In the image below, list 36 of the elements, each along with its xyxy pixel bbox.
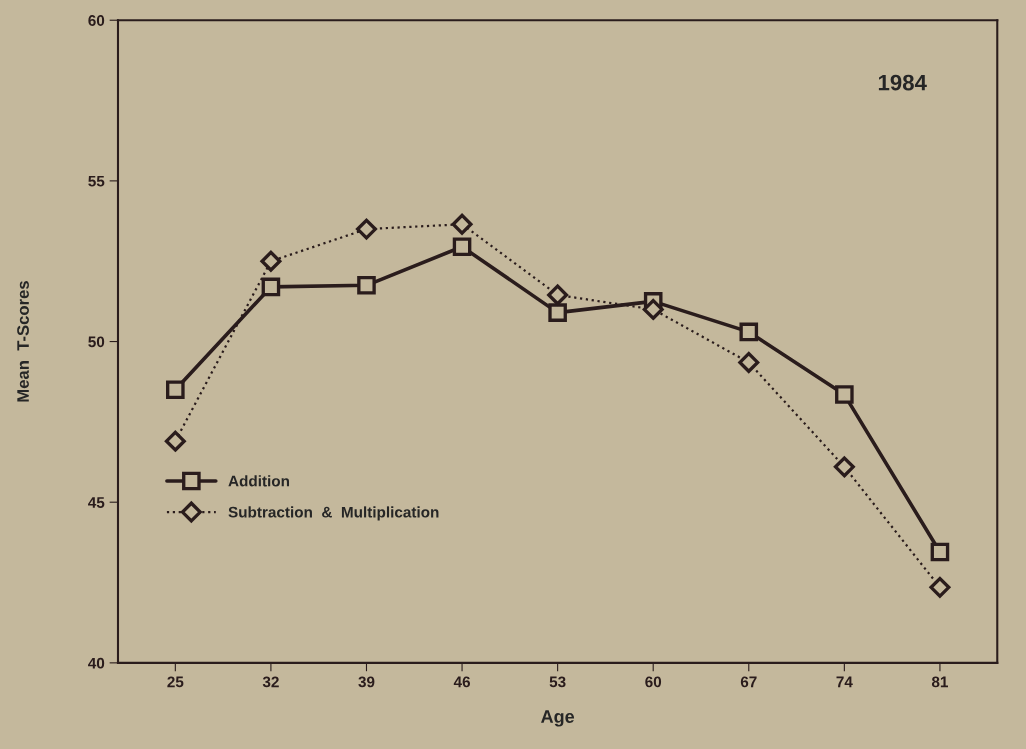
x-tick-label: 53 xyxy=(549,676,566,688)
point xyxy=(738,351,760,373)
y-tick-label: 60 xyxy=(88,15,105,26)
x-axis-title: Age xyxy=(541,710,575,727)
x-tick-label: 81 xyxy=(931,676,948,688)
point xyxy=(930,542,950,562)
point xyxy=(642,298,664,320)
x-tick-label: 46 xyxy=(453,676,470,688)
y-axis-title: Mean T-Scores xyxy=(17,281,29,402)
point xyxy=(164,430,186,452)
legend-label: Subtraction & Multiplication xyxy=(228,506,439,521)
point xyxy=(357,276,376,295)
x-tick-label: 32 xyxy=(262,676,279,688)
y-tick-label: 55 xyxy=(88,175,105,187)
x-tick-label: 39 xyxy=(358,676,375,688)
y-tick-label: 45 xyxy=(88,497,105,508)
point xyxy=(355,218,377,240)
point xyxy=(548,303,567,322)
point xyxy=(260,250,282,272)
point xyxy=(929,576,951,598)
y-tick-label: 40 xyxy=(88,657,105,669)
point xyxy=(451,213,473,235)
x-tick-label: 60 xyxy=(645,676,662,688)
point xyxy=(739,322,759,342)
legend-label: Addition xyxy=(228,475,290,487)
annotation: 1984 xyxy=(878,74,927,91)
x-tick-label: 67 xyxy=(740,676,757,688)
point xyxy=(833,456,855,478)
point xyxy=(261,277,281,297)
y-tick-label: 50 xyxy=(88,336,105,348)
point xyxy=(835,385,854,404)
point xyxy=(166,380,185,400)
point xyxy=(452,237,472,257)
x-tick-label: 25 xyxy=(167,676,184,688)
point xyxy=(547,284,569,306)
x-tick-label: 74 xyxy=(836,676,853,688)
